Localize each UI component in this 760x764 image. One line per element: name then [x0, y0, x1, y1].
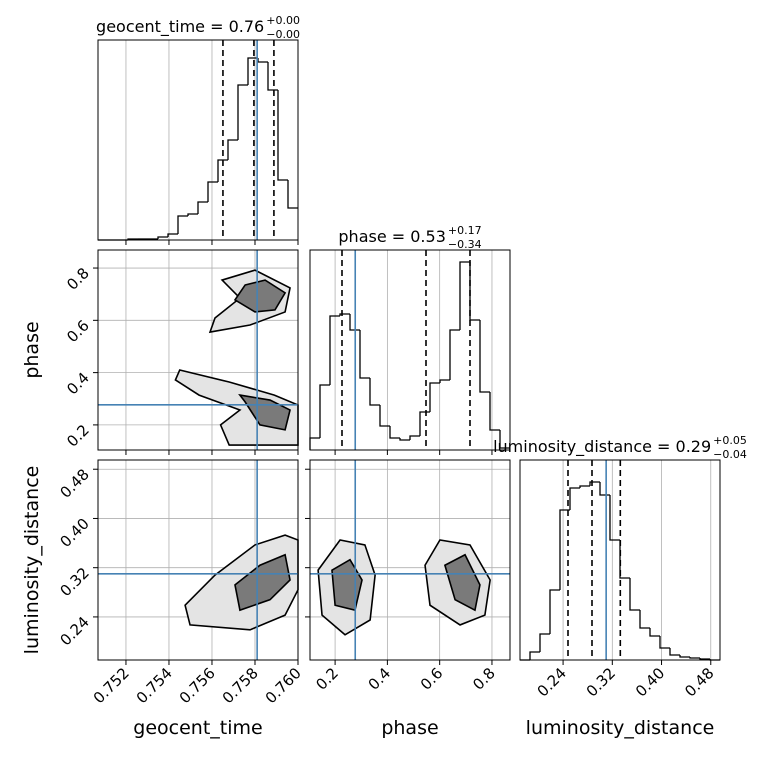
y-tick-label: 0.48 — [56, 465, 92, 501]
x-tick-label: 0.6 — [417, 664, 447, 694]
hist-step — [379, 405, 390, 427]
y-tick-label: 0.4 — [63, 369, 93, 399]
hist-step — [187, 213, 198, 216]
hist-step — [449, 329, 460, 380]
hist-step — [589, 481, 600, 486]
hist-step — [539, 633, 550, 652]
hist-step — [459, 261, 470, 330]
hist-step — [277, 90, 288, 181]
hist-step — [287, 180, 298, 209]
panel-bg — [310, 250, 510, 450]
y-tick-label: 0.32 — [56, 564, 92, 600]
hist-step — [669, 648, 680, 656]
hist-step — [649, 628, 660, 637]
x-tick-label: 0.756 — [176, 664, 219, 707]
panel-title: luminosity_distance = 0.29 — [493, 437, 711, 457]
contour — [234, 553, 291, 612]
panel-frame — [97, 39, 299, 241]
hist-step — [479, 320, 490, 393]
hist-step — [489, 392, 500, 431]
x-tick-label: 0.760 — [262, 664, 305, 707]
x-tick-label: 0.2 — [312, 664, 342, 694]
hist-step — [257, 58, 268, 63]
hist-step — [499, 430, 510, 449]
y-tick-label: 0.40 — [56, 515, 92, 551]
hist-step — [319, 384, 330, 438]
x-axis-label: phase — [381, 717, 438, 739]
hist-step — [689, 657, 700, 659]
panel-frame — [309, 459, 511, 661]
hist-step — [167, 233, 178, 237]
hist-step — [639, 610, 650, 629]
hist-step — [349, 314, 360, 331]
title-lower: −0.00 — [266, 28, 300, 41]
hist-step — [217, 159, 228, 182]
hist-step — [197, 201, 208, 214]
hist-step — [579, 485, 590, 488]
x-tick-label: 0.8 — [469, 664, 499, 694]
panel-frame — [519, 459, 721, 661]
y-tick-label: 0.2 — [63, 421, 93, 451]
hist-step — [399, 438, 410, 441]
y-tick-label: 0.8 — [63, 264, 93, 294]
panel-frame — [309, 249, 511, 451]
panel-frame — [97, 459, 299, 661]
hist-step — [659, 636, 670, 649]
x-axis-label: luminosity_distance — [526, 717, 715, 739]
y-tick-label: 0.24 — [56, 613, 92, 649]
hist-step — [359, 330, 370, 379]
x-tick-label: 0.754 — [133, 664, 176, 707]
hist-step — [409, 435, 420, 440]
panel-title: geocent_time = 0.76 — [96, 17, 264, 37]
hist-step — [529, 651, 540, 660]
hist-step — [679, 655, 690, 658]
hist-step — [699, 658, 710, 660]
x-axis-label: geocent_time — [133, 717, 262, 739]
hist-step — [439, 379, 450, 383]
contour — [443, 553, 481, 612]
hist-step — [629, 578, 640, 611]
x-tick-label: 0.40 — [632, 664, 668, 700]
x-tick-label: 0.24 — [534, 664, 570, 700]
x-tick-label: 0.758 — [219, 664, 262, 707]
x-tick-label: 0.32 — [583, 664, 619, 700]
x-tick-label: 0.4 — [365, 664, 395, 694]
hist-step — [549, 589, 560, 634]
panel-frame — [97, 249, 299, 451]
hist-step — [369, 378, 380, 406]
x-tick-label: 0.48 — [681, 664, 717, 700]
hist-step — [207, 181, 218, 202]
title-upper: +0.00 — [266, 14, 300, 27]
hist-step — [329, 315, 340, 385]
y-axis-label: luminosity_distance — [21, 466, 43, 655]
hist-step — [429, 382, 440, 412]
hist-step — [157, 236, 168, 239]
hist-step — [227, 139, 238, 160]
hist-step — [389, 426, 400, 439]
title-upper: +0.17 — [448, 224, 482, 237]
contour — [238, 393, 291, 431]
hist-step — [177, 215, 188, 234]
hist-step — [247, 57, 258, 85]
contour — [233, 279, 287, 313]
x-tick-label: 0.752 — [90, 664, 133, 707]
hist-step — [339, 313, 350, 316]
hist-step — [569, 487, 580, 510]
title-lower: −0.34 — [448, 238, 482, 251]
hist-step — [237, 84, 248, 140]
hist-step — [609, 495, 620, 541]
hist-step — [559, 509, 570, 590]
y-tick-label: 0.6 — [63, 316, 93, 346]
title-upper: +0.05 — [713, 434, 747, 447]
panel-title: phase = 0.53 — [338, 227, 445, 246]
y-axis-label: phase — [21, 321, 43, 378]
title-lower: −0.04 — [713, 448, 747, 461]
